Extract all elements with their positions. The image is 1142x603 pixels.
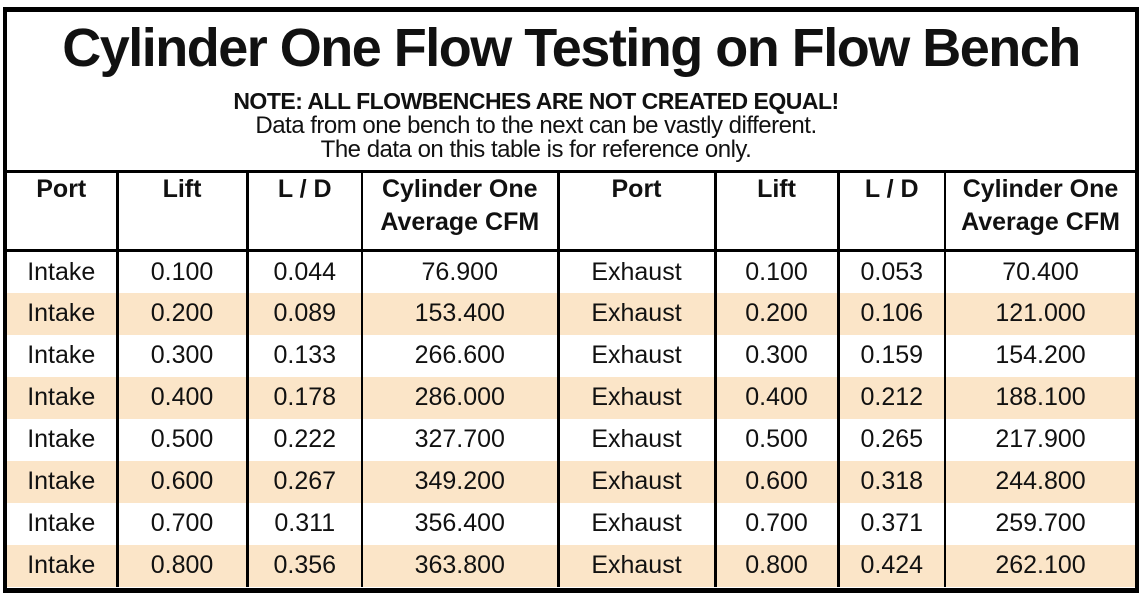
cfm-cell: 217.900: [944, 418, 1135, 461]
cfm-cell: 259.700: [944, 502, 1135, 545]
cfm-cell: 356.400: [361, 502, 558, 545]
lift-cell: 0.800: [115, 544, 247, 587]
title-block: Cylinder One Flow Testing on Flow Bench …: [7, 12, 1135, 170]
ld-cell: 0.106: [836, 292, 945, 335]
port-cell: Exhaust: [556, 292, 715, 335]
table-row: Intake 0.300 0.133 266.600 Exhaust 0.300…: [7, 334, 1135, 377]
note-line-1: Data from one bench to the next can be v…: [255, 112, 817, 139]
note-block: NOTE: ALL FLOWBENCHES ARE NOT CREATED EQ…: [7, 89, 1135, 162]
cfm-cell: 363.800: [361, 544, 558, 587]
lift-cell: 0.700: [115, 502, 247, 545]
lift-cell: 0.200: [713, 292, 838, 335]
col-header-exhaust-lift: Lift: [713, 171, 838, 252]
lift-cell: 0.200: [115, 292, 247, 335]
ld-cell: 0.044: [245, 250, 362, 293]
ld-cell: 0.053: [836, 250, 945, 293]
lift-cell: 0.400: [713, 376, 838, 419]
page-title: Cylinder One Flow Testing on Flow Bench: [62, 18, 1081, 78]
cfm-cell: 76.900: [361, 250, 558, 293]
ld-cell: 0.356: [245, 544, 362, 587]
flow-data-table: Port Lift L / D Cylinder One Average CFM…: [7, 170, 1135, 587]
col-header-exhaust-ld: L / D: [836, 171, 945, 252]
ld-cell: 0.311: [245, 502, 362, 545]
cfm-cell: 244.800: [944, 460, 1135, 503]
cfm-cell: 121.000: [944, 292, 1135, 335]
lift-cell: 0.800: [713, 544, 838, 587]
cfm-cell: 188.100: [944, 376, 1135, 419]
lift-cell: 0.500: [713, 418, 838, 461]
port-cell: Intake: [27, 257, 96, 286]
table-row: Intake 0.800 0.356 363.800 Exhaust 0.800…: [7, 544, 1135, 587]
header-row: Port Lift L / D Cylinder One Average CFM…: [7, 171, 1135, 252]
table-row: Intake 0.500 0.222 327.700 Exhaust 0.500…: [7, 418, 1135, 461]
ld-cell: 0.265: [836, 418, 945, 461]
port-cell: Intake: [27, 425, 96, 453]
note-heading: NOTE: ALL FLOWBENCHES ARE NOT CREATED EQ…: [233, 88, 839, 114]
lift-cell: 0.300: [115, 334, 247, 377]
ld-cell: 0.424: [836, 544, 945, 587]
cfm-cell: 286.000: [361, 376, 558, 419]
port-cell: Intake: [27, 467, 96, 495]
lift-cell: 0.600: [713, 460, 838, 503]
note-line-2: The data on this table is for reference …: [320, 136, 752, 163]
lift-cell: 0.600: [115, 460, 247, 503]
cfm-cell: 262.100: [944, 544, 1135, 587]
lift-cell: 0.100: [713, 250, 838, 293]
cfm-cell: 153.400: [361, 292, 558, 335]
ld-cell: 0.089: [245, 292, 362, 335]
table-row: Intake 0.700 0.311 356.400 Exhaust 0.700…: [7, 502, 1135, 545]
port-cell: Exhaust: [556, 418, 715, 461]
lift-cell: 0.300: [713, 334, 838, 377]
flow-test-sheet: Cylinder One Flow Testing on Flow Bench …: [3, 7, 1139, 593]
col-header-intake-ld: L / D: [245, 171, 362, 252]
cfm-cell: 327.700: [361, 418, 558, 461]
port-cell: Exhaust: [556, 502, 715, 545]
port-cell: Exhaust: [556, 544, 715, 587]
col-header-intake-lift: Lift: [115, 171, 247, 252]
ld-cell: 0.133: [245, 334, 362, 377]
table-row: Intake 0.400 0.178 286.000 Exhaust 0.400…: [7, 376, 1135, 419]
col-header-intake-port: Port: [7, 171, 117, 252]
col-header-exhaust-port: Port: [556, 171, 715, 252]
table-row: Intake 0.100 0.044 76.900 Exhaust 0.100 …: [7, 250, 1135, 293]
ld-cell: 0.212: [836, 376, 945, 419]
cfm-cell: 70.400: [944, 250, 1135, 293]
ld-cell: 0.159: [836, 334, 945, 377]
cfm-cell: 266.600: [361, 334, 558, 377]
table-row: Intake 0.600 0.267 349.200 Exhaust 0.600…: [7, 460, 1135, 503]
ld-cell: 0.371: [836, 502, 945, 545]
lift-cell: 0.700: [713, 502, 838, 545]
col-header-exhaust-cfm: Cylinder One Average CFM: [944, 171, 1135, 252]
lift-cell: 0.400: [115, 376, 247, 419]
cfm-cell: 349.200: [361, 460, 558, 503]
port-cell: Intake: [27, 341, 96, 369]
port-cell: Exhaust: [556, 376, 715, 419]
cfm-cell: 154.200: [944, 334, 1135, 377]
port-cell: Intake: [27, 509, 96, 537]
lift-cell: 0.500: [115, 418, 247, 461]
port-cell: Intake: [27, 551, 96, 579]
ld-cell: 0.222: [245, 418, 362, 461]
port-cell: Intake: [27, 383, 96, 411]
port-cell: Exhaust: [556, 250, 715, 293]
port-cell: Exhaust: [556, 460, 715, 503]
port-cell: Intake: [27, 299, 96, 327]
col-header-intake-cfm: Cylinder One Average CFM: [361, 171, 558, 252]
ld-cell: 0.267: [245, 460, 362, 503]
port-cell: Exhaust: [556, 334, 715, 377]
ld-cell: 0.318: [836, 460, 945, 503]
ld-cell: 0.178: [245, 376, 362, 419]
lift-cell: 0.100: [115, 250, 247, 293]
table-row: Intake 0.200 0.089 153.400 Exhaust 0.200…: [7, 292, 1135, 335]
